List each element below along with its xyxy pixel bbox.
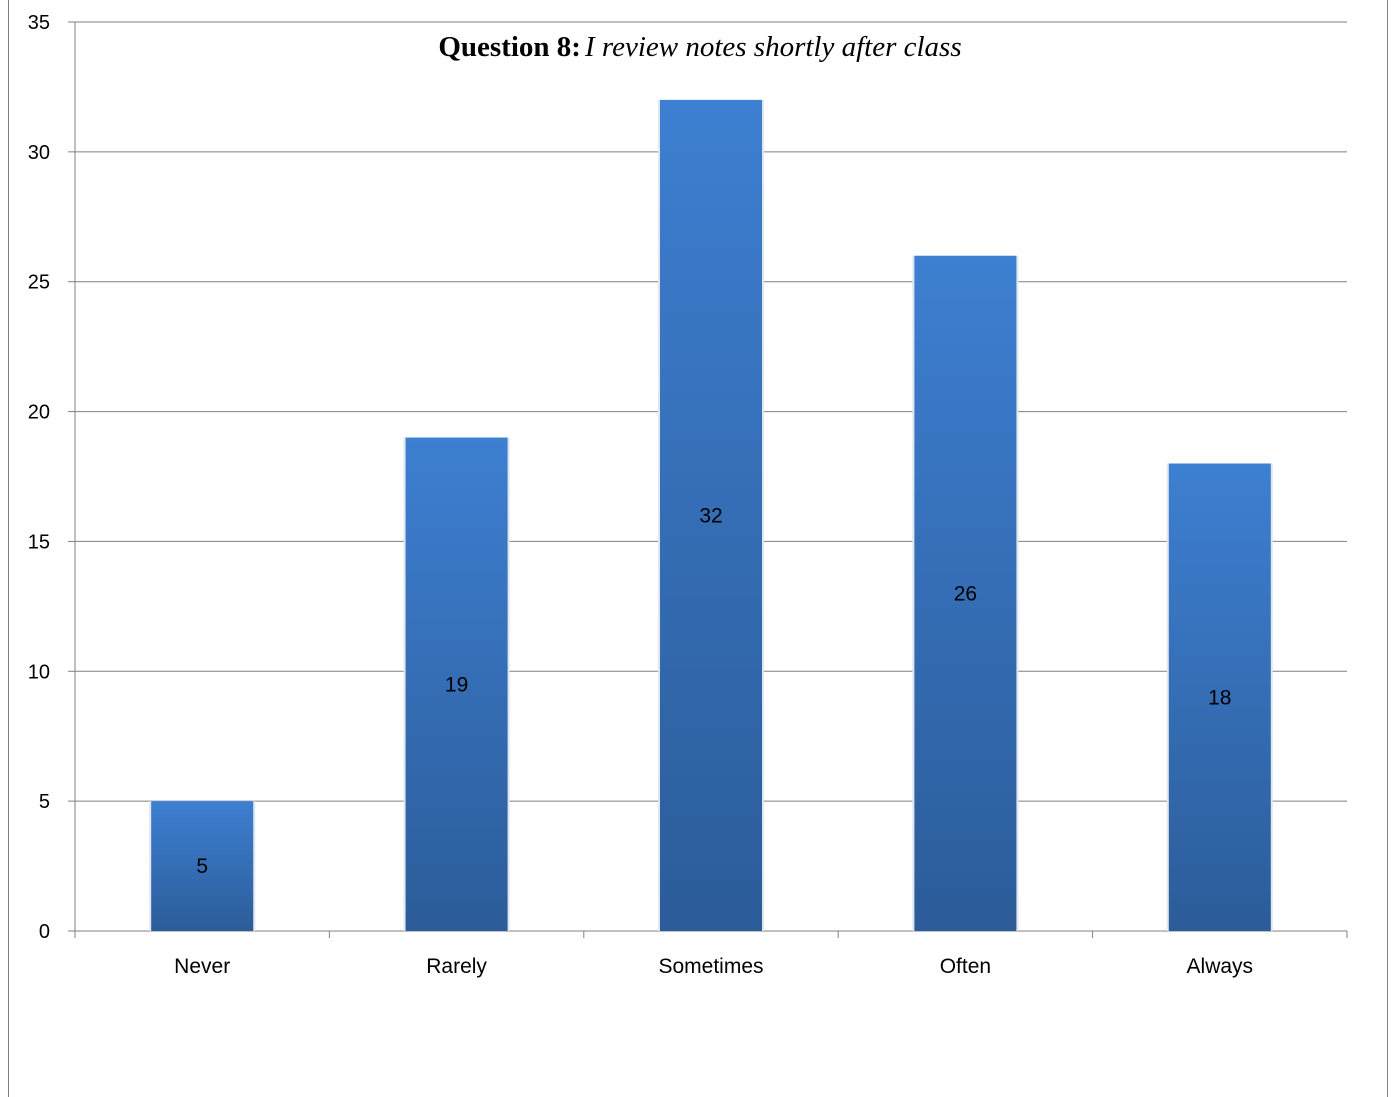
x-tick-label-often: Often: [940, 955, 991, 978]
data-label-always: 18: [1208, 686, 1231, 709]
chart-title-text: I review notes shortly after class: [584, 31, 962, 63]
bar-rarely: [405, 437, 508, 931]
x-tick-label-never: Never: [174, 955, 230, 978]
chart-title-prefix: Question 8:: [438, 31, 581, 63]
bar-sometimes: [660, 99, 762, 931]
chart-title: Question 8: I review notes shortly after…: [438, 31, 961, 63]
data-label-rarely: 19: [445, 673, 468, 696]
y-tick-label: 25: [28, 272, 50, 294]
bars: [149, 99, 1273, 931]
x-tick-label-rarely: Rarely: [426, 955, 487, 978]
bar-often: [914, 255, 1017, 931]
chart-frame: [8, 0, 1388, 1097]
y-tick-label: 15: [28, 531, 50, 553]
data-label-never: 5: [196, 855, 208, 878]
y-tick-label: 20: [28, 402, 50, 424]
x-tick-label-always: Always: [1187, 955, 1254, 978]
data-label-sometimes: 32: [699, 504, 722, 527]
y-tick-label: 10: [28, 661, 50, 683]
y-tick-label: 0: [39, 921, 50, 943]
bar-never: [151, 801, 254, 931]
y-tick-label: 30: [28, 142, 50, 164]
labels: 0 5 10 15 20 25 30 35 5 Never 19 Rarely 32 Sometimes 2…: [28, 12, 1253, 978]
x-tick-label-sometimes: Sometimes: [658, 955, 763, 978]
y-tick-label: 5: [39, 791, 50, 813]
data-label-often: 26: [954, 582, 977, 605]
y-tick-label: 35: [28, 12, 50, 34]
bar-always: [1168, 463, 1271, 931]
